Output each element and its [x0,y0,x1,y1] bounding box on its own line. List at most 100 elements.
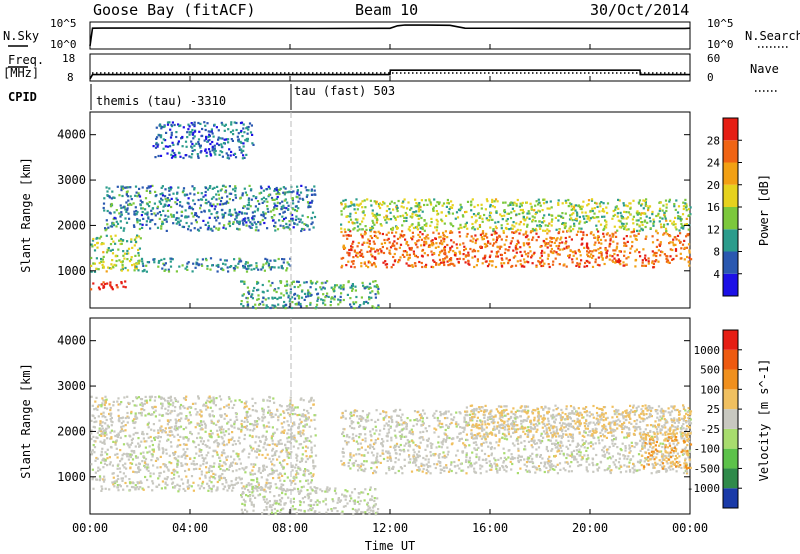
power-cell [657,214,660,217]
power-cell [655,254,658,258]
power-cell [419,231,422,234]
power-cell [557,199,560,202]
power-cell [638,251,641,254]
power-cell [93,262,96,265]
velocity-cell [232,450,235,453]
power-cell [516,247,519,250]
power-cell [488,255,491,259]
power-cell [339,295,342,298]
velocity-cell [287,428,290,432]
power-cell [602,232,605,235]
velocity-cell [238,399,241,402]
power-cell [358,251,361,254]
power-cell [546,232,549,235]
power-cell [242,149,245,152]
velocity-cell [222,443,225,446]
power-cell [517,241,520,244]
power-cell [578,265,581,268]
power-cell [399,256,402,259]
power-cell [187,261,190,264]
date-title: 30/Oct/2014 [590,1,689,19]
velocity-cell [129,435,132,438]
velocity-cell [158,475,161,478]
velocity-cell [297,432,300,435]
velocity-cell [91,449,94,452]
power-cell [139,237,142,240]
velocity-cell [204,405,207,408]
velocity-cell [116,433,119,437]
velocity-cell [134,487,137,490]
power-cell [399,236,402,239]
velocity-cell [177,490,180,493]
power-cell [527,238,530,241]
power-cell [260,187,263,190]
power-cell [204,257,208,260]
velocity-cell [276,409,279,412]
velocity-cell [300,459,303,463]
velocity-cell [101,425,104,428]
power-cell [112,240,115,243]
power-cell [211,145,214,148]
power-cell [587,216,590,219]
velocity-cell [210,470,213,473]
power-cell [428,245,431,248]
velocity-cell [211,414,214,417]
power-cell [491,198,494,201]
velocity-cell [168,426,171,430]
nave-label: Nave [750,62,779,76]
power-cell [427,237,430,240]
power-cell [377,230,380,233]
power-cell [197,198,200,202]
power-cell [485,198,488,201]
power-cell [227,128,230,131]
power-cell [507,204,510,207]
power-cell [209,130,212,133]
power-cell [160,134,163,137]
power-cell [418,260,421,264]
power-cell [666,233,669,236]
velocity-cell [275,469,278,472]
velocity-cell [358,502,361,506]
power-cell [375,221,378,224]
power-cell [365,228,368,231]
power-cell [617,258,620,261]
velocity-cell [95,396,98,399]
power-cell [518,223,521,226]
power-cell [390,200,393,203]
power-cell [597,220,600,223]
power-cell [253,215,256,218]
power-cell [251,142,254,145]
power-cell [615,235,618,238]
power-cell [234,264,237,268]
power-cell [334,284,337,287]
velocity-cell [109,409,112,412]
power-cell [313,215,317,219]
velocity-cell [310,479,313,482]
velocity-cell [293,434,296,437]
power-cell [149,190,152,193]
power-cell [349,234,352,237]
power-cell [354,211,357,214]
velocity-cell [185,475,188,478]
velocity-cell [302,485,305,488]
power-cell [271,198,274,201]
power-cell [219,258,222,261]
velocity-cell [176,463,179,466]
power-cell [611,259,614,262]
power-cell [649,220,652,223]
power-cell [388,208,391,211]
velocity-cell [165,478,168,481]
power-cell [690,258,693,261]
velocity-cell [140,440,143,443]
power-cell [261,218,264,222]
power-cell [507,212,511,215]
velocity-cell [267,486,270,489]
power-cell [585,259,588,263]
power-cell [471,250,474,253]
velocity-cell [116,486,119,489]
power-cell [271,266,274,269]
velocity-cell [159,426,162,429]
power-cell [614,208,617,211]
velocity-cell [133,451,136,454]
velocity-cell [271,442,274,445]
